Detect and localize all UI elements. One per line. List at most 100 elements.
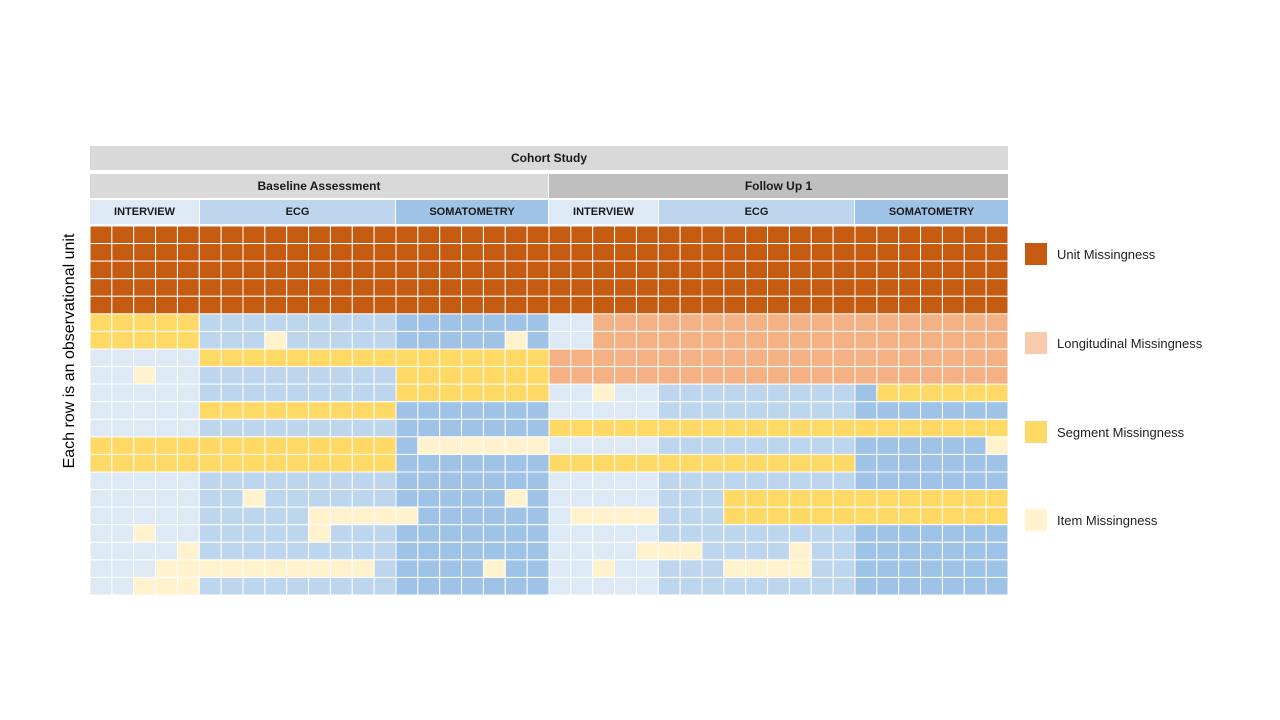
observed-cell	[155, 418, 178, 438]
longitudinal-missing-cell	[614, 348, 637, 368]
segment-missing-cell	[745, 506, 769, 526]
segment-missing-cell	[461, 366, 484, 385]
segment-missing-cell	[767, 489, 790, 508]
observed-cell	[111, 401, 135, 420]
segment-missing-cell	[264, 348, 288, 368]
unit-missing-cell	[286, 278, 310, 297]
observed-cell	[155, 366, 178, 385]
observed-cell	[985, 541, 1008, 561]
unit-missing-cell	[526, 260, 550, 280]
longitudinal-missing-cell	[985, 330, 1008, 350]
segment-missing-cell	[723, 506, 747, 526]
observed-cell	[614, 559, 637, 578]
observed-cell	[351, 541, 375, 561]
observed-cell	[592, 541, 616, 561]
observed-cell	[548, 313, 572, 332]
observed-cell	[570, 524, 594, 543]
unit-missing-cell	[614, 226, 637, 245]
observed-cell	[723, 541, 747, 561]
unit-missing-cell	[198, 295, 222, 315]
observed-cell	[395, 436, 419, 455]
unit-missing-cell	[548, 278, 572, 297]
longitudinal-missing-cell	[767, 348, 790, 368]
observed-cell	[504, 313, 528, 332]
unit-missing-cell	[810, 260, 834, 280]
item-missing-cell	[242, 489, 266, 508]
observed-cell	[417, 401, 441, 420]
item-missing-cell	[570, 506, 594, 526]
observed-cell	[90, 541, 113, 561]
unit-missing-cell	[767, 295, 790, 315]
item-missing-cell	[635, 541, 659, 561]
observed-cell	[876, 471, 900, 491]
observed-cell	[286, 576, 310, 595]
segment-missing-cell	[133, 453, 157, 473]
observed-cell	[90, 471, 113, 491]
unit-missing-cell	[548, 226, 572, 245]
observed-cell	[614, 383, 637, 403]
segment-missing-cell	[90, 453, 113, 473]
unit-missing-cell	[111, 243, 135, 262]
observed-cell	[176, 471, 200, 491]
wave-label-followup: Follow Up 1	[744, 179, 813, 193]
observed-cell	[286, 383, 310, 403]
longitudinal-missing-cell	[898, 348, 922, 368]
unit-missing-cell	[657, 226, 681, 245]
unit-missing-cell	[941, 243, 965, 262]
observed-cell	[526, 471, 550, 491]
segment-missing-cell	[329, 348, 353, 368]
segment-missing-cell	[176, 436, 200, 455]
observed-cell	[90, 366, 113, 385]
observed-cell	[220, 313, 244, 332]
observed-cell	[111, 383, 135, 403]
observed-cell	[439, 524, 463, 543]
unit-missing-cell	[788, 260, 812, 280]
observed-cell	[417, 506, 441, 526]
longitudinal-missing-cell	[745, 330, 769, 350]
observed-cell	[155, 383, 178, 403]
observed-cell	[220, 524, 244, 543]
observed-cell	[635, 436, 659, 455]
observed-cell	[286, 524, 310, 543]
unit-missing-cell	[570, 260, 594, 280]
unit-missing-cell	[308, 226, 331, 245]
observed-cell	[701, 559, 725, 578]
segment-missing-cell	[155, 436, 178, 455]
segment-missing-cell	[242, 401, 266, 420]
observed-cell	[155, 489, 178, 508]
unit-missing-cell	[395, 226, 419, 245]
unit-missing-cell	[592, 295, 616, 315]
observed-cell	[745, 576, 769, 595]
segment-missing-cell	[351, 348, 375, 368]
longitudinal-missing-cell	[963, 348, 987, 368]
observed-cell	[548, 383, 572, 403]
observed-cell	[417, 471, 441, 491]
unit-missing-cell	[788, 243, 812, 262]
wave-label-baseline: Baseline Assessment	[257, 179, 381, 193]
observed-cell	[941, 401, 965, 420]
observed-cell	[854, 559, 878, 578]
unit-missing-cell	[198, 278, 222, 297]
unit-missing-cell	[745, 278, 769, 297]
longitudinal-missing-cell	[614, 366, 637, 385]
observed-cell	[329, 330, 353, 350]
observed-cell	[723, 576, 747, 595]
observed-cell	[242, 541, 266, 561]
longitudinal-missing-cell	[657, 348, 681, 368]
segment-missing-cell	[548, 418, 572, 438]
unit-missing-cell	[898, 278, 922, 297]
unit-missing-cell	[504, 278, 528, 297]
segment-missing-cell	[286, 401, 310, 420]
observed-cell	[176, 506, 200, 526]
observed-cell	[373, 489, 397, 508]
unit-missing-cell	[264, 260, 288, 280]
observed-cell	[810, 576, 834, 595]
unit-missing-cell	[176, 243, 200, 262]
unit-missing-cell	[242, 278, 266, 297]
observed-cell	[111, 418, 135, 438]
segment-missing-cell	[155, 330, 178, 350]
observed-cell	[570, 383, 594, 403]
item-missing-cell	[417, 436, 441, 455]
observed-cell	[657, 401, 681, 420]
observed-cell	[767, 471, 790, 491]
